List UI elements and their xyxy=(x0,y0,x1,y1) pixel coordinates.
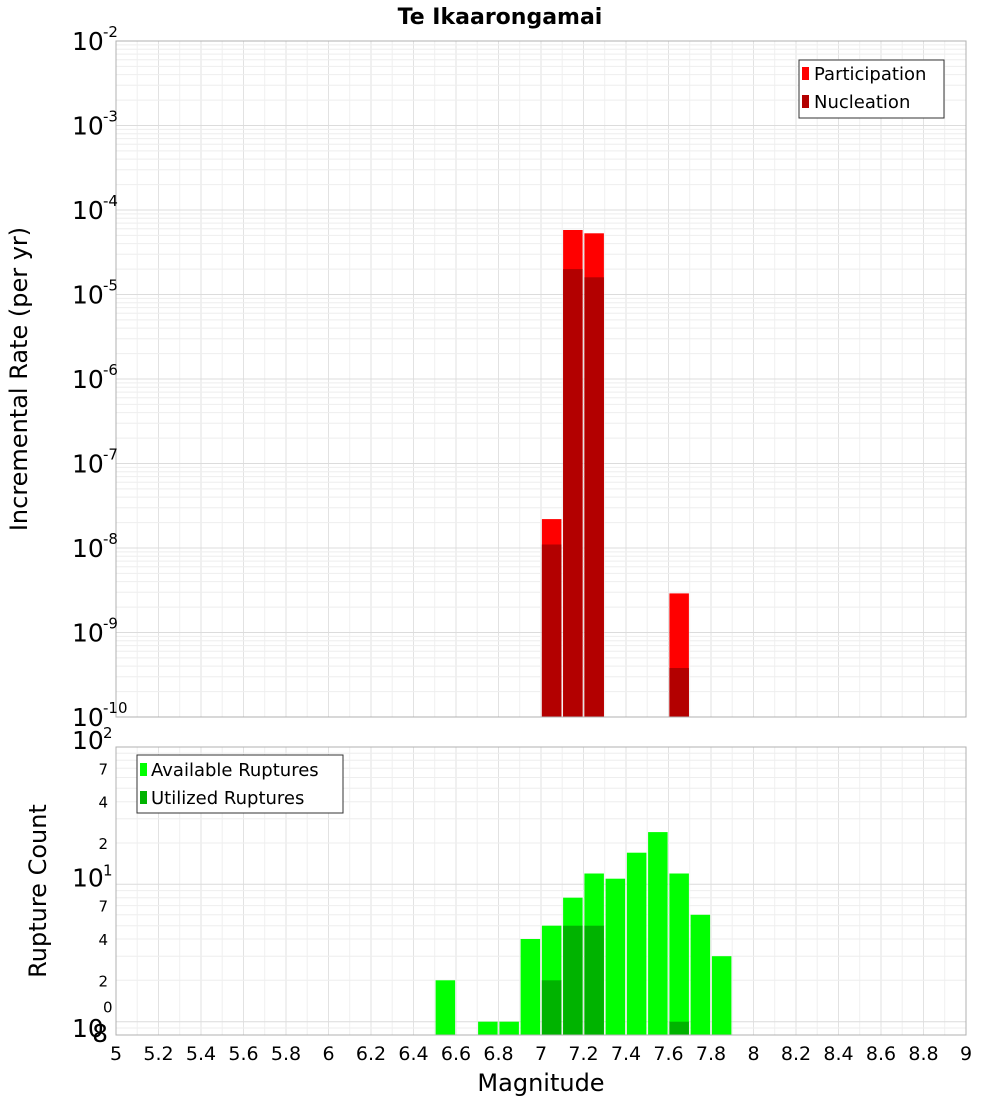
bottom-y-minor-tick-label: 4 xyxy=(98,931,108,949)
top-series-1-bar xyxy=(584,277,604,717)
top-y-tick-exponent: -2 xyxy=(103,23,118,41)
x-tick-label: 7.8 xyxy=(696,1043,726,1065)
top-y-axis-label: Incremental Rate (per yr) xyxy=(5,227,33,531)
bottom-plot-bars xyxy=(435,832,732,1035)
bottom-y-minor-tick-label: 2 xyxy=(98,972,108,990)
bottom-series-0-bar xyxy=(520,939,541,1035)
top-y-tick-label: 10 xyxy=(72,196,104,225)
bottom-y-tick-label: 10 xyxy=(72,863,104,892)
top-y-tick-exponent: -4 xyxy=(103,192,118,210)
bottom-y-tick-exponent: 1 xyxy=(103,861,113,879)
top-series-1-bar xyxy=(541,544,562,717)
top-y-tick-label: 10 xyxy=(72,365,104,394)
x-tick-label: 5 xyxy=(110,1043,122,1065)
top-y-tick-exponent: -10 xyxy=(103,699,128,717)
top-legend: Participation Nucleation xyxy=(798,59,945,119)
top-series-1-bar xyxy=(669,668,689,717)
legend-label-participation: Participation xyxy=(814,64,926,85)
x-tick-label: 6 xyxy=(322,1043,334,1065)
bottom-y-minor-tick-label: 7 xyxy=(98,760,108,778)
bottom-series-0-bar xyxy=(690,914,711,1035)
x-tick-label: 7.4 xyxy=(611,1043,641,1065)
x-tick-label: 5.4 xyxy=(186,1043,216,1065)
x-tick-label: 5.8 xyxy=(271,1043,301,1065)
top-y-tick-exponent: -8 xyxy=(103,530,118,548)
legend-swatch-available xyxy=(140,763,147,776)
bottom-series-1-bar xyxy=(541,980,562,1035)
top-y-tick-exponent: -3 xyxy=(103,108,118,126)
bottom-series-0-bar xyxy=(499,1021,519,1035)
top-plot: 10-210-310-410-510-610-710-810-910-10 In… xyxy=(5,23,967,732)
top-y-tick-label: 10 xyxy=(72,450,104,479)
bottom-y-minor-tick-label: 2 xyxy=(98,835,108,853)
bottom-series-0-bar xyxy=(626,852,647,1035)
bottom-series-1-bar xyxy=(563,925,583,1035)
top-y-tick-label: 10 xyxy=(72,112,104,141)
x-tick-label: 7.2 xyxy=(568,1043,598,1065)
legend-swatch-participation xyxy=(802,67,809,80)
x-tick-label: 5.6 xyxy=(228,1043,258,1065)
top-y-tick-label: 10 xyxy=(72,27,104,56)
top-y-tick-exponent: -7 xyxy=(103,446,118,464)
bottom-y-tick-label: 10 xyxy=(72,1014,104,1043)
bottom-series-0-bar xyxy=(478,1021,498,1035)
top-y-tick-exponent: -5 xyxy=(103,277,118,295)
x-tick-label: 8.4 xyxy=(823,1043,853,1065)
bottom-y-minor-tick-label: 7 xyxy=(98,898,108,916)
top-y-tick-labels: 10-210-310-410-510-610-710-810-910-10 xyxy=(72,23,128,732)
x-tick-label: 9 xyxy=(960,1043,972,1065)
bottom-y-tick-exponent: 0 xyxy=(103,999,113,1017)
chart-title: Te Ikaarongamai xyxy=(398,5,603,30)
top-y-tick-label: 10 xyxy=(72,703,104,732)
x-tick-label: 6.4 xyxy=(398,1043,428,1065)
bottom-series-0-bar xyxy=(605,878,626,1035)
x-tick-label: 5.2 xyxy=(143,1043,173,1065)
legend-label-available: Available Ruptures xyxy=(151,760,319,781)
top-y-tick-label: 10 xyxy=(72,534,104,563)
legend-swatch-utilized xyxy=(140,791,147,804)
top-y-tick-exponent: -9 xyxy=(103,615,118,633)
x-tick-label: 6.2 xyxy=(356,1043,386,1065)
x-tick-label: 7 xyxy=(535,1043,547,1065)
top-plot-bars xyxy=(541,230,689,718)
x-tick-label: 8 xyxy=(747,1043,759,1065)
legend-label-nucleation: Nucleation xyxy=(814,92,910,113)
x-tick-label: 6.6 xyxy=(441,1043,471,1065)
bottom-y-tick-exponent: 2 xyxy=(103,724,113,742)
bottom-legend: Available Ruptures Utilized Ruptures xyxy=(136,754,344,814)
top-plot-frame xyxy=(115,40,967,718)
x-tick-label: 7.6 xyxy=(653,1043,683,1065)
bottom-y-tick-label: 10 xyxy=(72,726,104,755)
bottom-plot-frame xyxy=(115,746,967,1036)
bottom-y-minor-tick-label: 4 xyxy=(98,794,108,812)
top-y-tick-label: 10 xyxy=(72,281,104,310)
top-y-tick-label: 10 xyxy=(72,619,104,648)
x-tick-labels: 5 5.2 5.4 5.6 5.8 6 6.2 6.4 6.6 6.8 7 7.2 7.4 7.6 7.8 8… xyxy=(110,1043,972,1065)
bottom-series-0-bar xyxy=(435,980,456,1035)
x-tick-label: 8.8 xyxy=(908,1043,938,1065)
bottom-y-axis-label: Rupture Count xyxy=(24,804,52,978)
x-axis-label: Magnitude xyxy=(477,1069,604,1097)
bottom-series-1-bar xyxy=(669,1021,689,1035)
bottom-y-minor-tick-label: 8 xyxy=(92,1019,108,1048)
bottom-series-0-bar xyxy=(711,956,732,1035)
legend-label-utilized: Utilized Ruptures xyxy=(151,788,304,809)
x-tick-label: 6.8 xyxy=(483,1043,513,1065)
legend-swatch-nucleation xyxy=(802,95,809,108)
top-plot-grid xyxy=(116,41,967,718)
x-tick-label: 8.2 xyxy=(781,1043,811,1065)
bottom-series-0-bar xyxy=(648,832,668,1035)
top-series-1-bar xyxy=(563,269,583,717)
bottom-series-0-bar xyxy=(669,873,689,1035)
x-tick-label: 8.6 xyxy=(866,1043,896,1065)
bottom-series-1-bar xyxy=(584,925,604,1035)
top-y-tick-exponent: -6 xyxy=(103,361,118,379)
